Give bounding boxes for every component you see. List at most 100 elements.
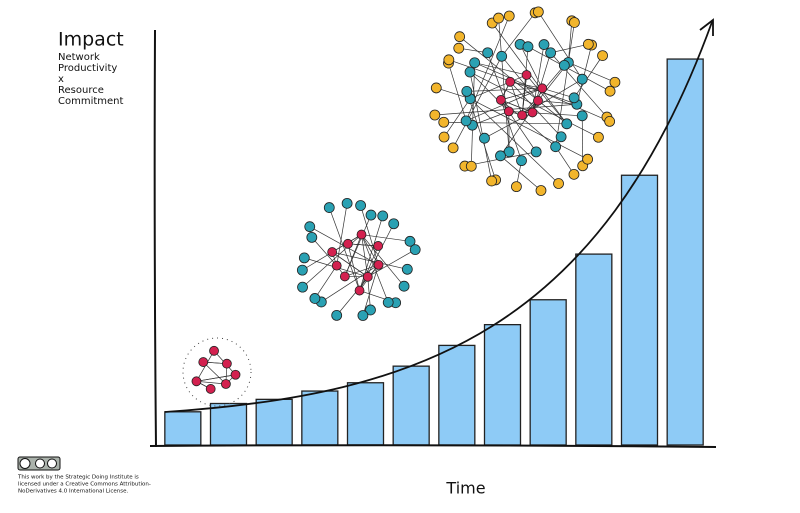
- node: [582, 153, 593, 165]
- node: [365, 304, 376, 316]
- node: [503, 106, 514, 117]
- networks: [182, 6, 621, 407]
- node: [373, 259, 384, 270]
- link: [555, 22, 575, 147]
- link: [362, 264, 379, 316]
- node: [404, 235, 416, 247]
- node: [331, 260, 342, 271]
- node: [464, 66, 476, 78]
- node: [356, 229, 367, 240]
- link: [500, 155, 542, 191]
- node: [209, 345, 219, 356]
- node: [496, 95, 506, 105]
- link: [196, 374, 236, 382]
- link: [527, 46, 611, 92]
- node: [503, 146, 515, 158]
- node: [354, 285, 365, 296]
- node: [496, 50, 508, 62]
- node: [558, 59, 570, 71]
- node: [298, 252, 310, 264]
- link: [509, 81, 523, 116]
- link: [347, 243, 360, 291]
- node: [296, 264, 308, 276]
- link: [500, 99, 533, 113]
- node: [382, 297, 394, 308]
- link: [336, 203, 348, 266]
- link: [452, 56, 503, 149]
- node: [568, 92, 580, 104]
- node: [550, 141, 562, 153]
- bar: [620, 174, 659, 446]
- node: [438, 116, 450, 128]
- node: [230, 369, 241, 380]
- license-text: NoDerivatives 4.0 International License.: [18, 489, 129, 495]
- link: [568, 20, 573, 63]
- node: [530, 146, 542, 158]
- node: [341, 197, 353, 209]
- link: [474, 62, 527, 76]
- node: [527, 107, 538, 118]
- link: [555, 146, 575, 175]
- link: [498, 18, 510, 152]
- bar: [392, 365, 430, 446]
- node: [538, 39, 550, 50]
- node: [609, 76, 621, 88]
- bar: [529, 299, 567, 446]
- link: [321, 264, 379, 303]
- node: [373, 241, 384, 251]
- link: [469, 71, 599, 138]
- bar: [438, 344, 476, 446]
- node: [362, 271, 373, 282]
- link: [361, 234, 389, 303]
- link: [469, 71, 510, 112]
- link: [465, 15, 510, 121]
- node: [191, 376, 202, 387]
- node: [331, 309, 343, 321]
- node: [495, 150, 506, 162]
- link: [550, 43, 589, 54]
- node: [461, 85, 473, 97]
- node: [482, 47, 494, 59]
- node: [604, 115, 616, 127]
- node: [593, 131, 604, 143]
- arrow-head: [699, 18, 714, 36]
- link: [568, 62, 616, 83]
- node: [377, 210, 389, 222]
- node: [357, 310, 369, 321]
- node: [604, 85, 616, 97]
- node: [343, 238, 353, 249]
- link: [196, 380, 226, 385]
- node: [537, 83, 548, 94]
- growth-curve: [164, 21, 713, 413]
- link: [361, 234, 379, 266]
- node: [545, 47, 557, 59]
- node: [555, 131, 567, 143]
- link: [367, 249, 416, 278]
- link: [501, 56, 539, 101]
- halo: [182, 337, 252, 407]
- link: [344, 264, 379, 277]
- y-axis: [153, 29, 157, 448]
- cc-badge: [17, 456, 61, 471]
- bar: [301, 390, 339, 446]
- node: [323, 202, 335, 213]
- y-label: Productivity: [58, 63, 117, 74]
- node: [221, 358, 232, 369]
- node: [522, 41, 534, 53]
- node: [535, 185, 547, 196]
- plot: [164, 58, 704, 446]
- node: [429, 109, 441, 121]
- node: [443, 54, 455, 66]
- node: [493, 12, 504, 24]
- node: [553, 178, 564, 189]
- link: [470, 98, 588, 160]
- node: [339, 271, 350, 282]
- bar: [164, 411, 202, 446]
- link: [332, 251, 408, 270]
- node: [597, 50, 608, 62]
- node: [533, 95, 543, 106]
- bar: [666, 58, 704, 446]
- bar: [346, 382, 385, 446]
- link: [344, 214, 372, 277]
- link: [538, 11, 583, 80]
